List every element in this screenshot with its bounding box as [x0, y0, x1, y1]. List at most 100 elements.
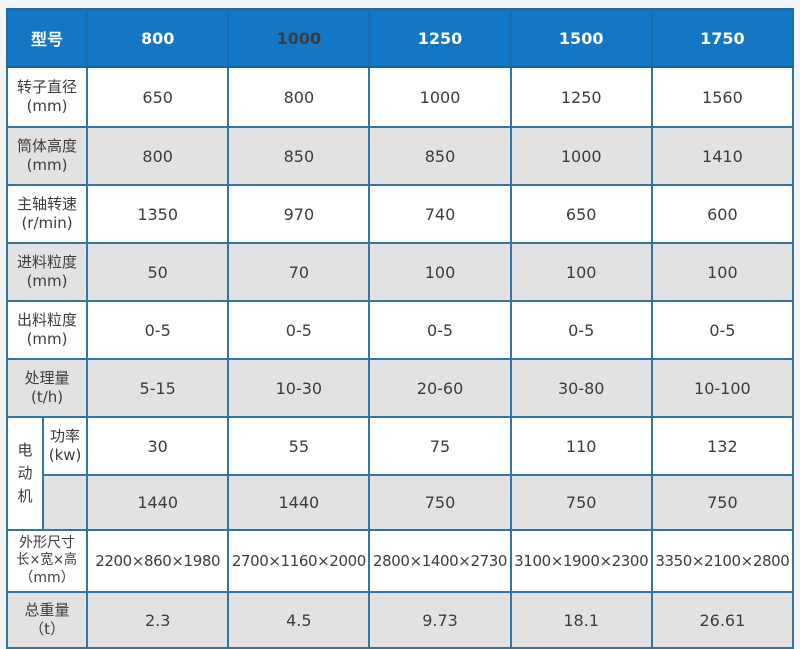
value-cell: 800 [86, 126, 230, 186]
value-cell: 1560 [650, 66, 795, 128]
value-cell: 75 [368, 416, 512, 476]
row-label-total-weight: 总重量 （t） [5, 591, 89, 649]
value-cell: 850 [227, 126, 371, 186]
value-cell: 3100×1900×2300 [509, 529, 653, 593]
value-cell: 2700×1160×2000 [227, 529, 371, 593]
value-cell: 750 [509, 474, 653, 531]
value-cell: 18.1 [509, 591, 653, 649]
row-motor-speed: 1440 1440 750 750 750 [7, 474, 795, 531]
value-cell: 10-100 [650, 358, 795, 418]
value-cell: 0-5 [86, 300, 230, 360]
row-motor-power: 电动机 功率 (kw) 30 55 75 110 132 [5, 416, 795, 531]
row-label-unit: (r/min) [21, 214, 73, 232]
value-cell: 1000 [368, 66, 512, 128]
header-model-label: 型号 [5, 8, 89, 68]
value-cell: 1250 [509, 66, 653, 128]
row-label-text: 出料粒度 [17, 310, 78, 329]
value-cell: 970 [227, 184, 371, 244]
value-cell: 50 [86, 242, 230, 302]
value-cell: 4.5 [227, 591, 371, 649]
value-cell: 20-60 [368, 358, 512, 418]
header-model-1500: 1500 [509, 8, 653, 68]
value-cell: 650 [509, 184, 653, 244]
row-discharge-size: 出料粒度 (mm) 0-5 0-5 0-5 0-5 0-5 [5, 300, 795, 360]
value-cell: 1000 [509, 126, 653, 186]
value-cell: 1440 [227, 474, 371, 531]
row-label-text: 处理量 [24, 368, 70, 387]
row-spindle-speed: 主轴转速 (r/min) 1350 970 740 650 600 [5, 184, 795, 244]
value-cell: 70 [227, 242, 371, 302]
row-label-unit: （mm） [19, 569, 75, 586]
row-label-unit: (kw) [48, 446, 82, 464]
row-label-text: 进料粒度 [17, 252, 78, 271]
value-cell: 650 [86, 66, 230, 128]
row-label-unit: (mm) [26, 330, 68, 348]
row-total-weight: 总重量 （t） 2.3 4.5 9.73 18.1 26.61 [5, 591, 795, 649]
value-cell: 26.61 [650, 591, 795, 649]
row-label-capacity: 处理量 (t/h) [5, 358, 89, 418]
row-label-text: 外形尺寸 [19, 534, 76, 551]
header-model-1000: 1000 [227, 8, 371, 68]
value-cell: 5-15 [86, 358, 230, 418]
value-cell: 110 [509, 416, 653, 476]
value-cell: 600 [650, 184, 795, 244]
row-label-discharge-size: 出料粒度 (mm) [5, 300, 89, 360]
row-label-spindle-speed: 主轴转速 (r/min) [5, 184, 89, 244]
value-cell: 3350×2100×2800 [650, 529, 795, 593]
value-cell: 0-5 [227, 300, 371, 360]
row-cylinder-height: 筒体高度 (mm) 800 850 850 1000 1410 [5, 126, 795, 186]
row-label-text: 筒体高度 [17, 136, 78, 155]
value-cell: 100 [368, 242, 512, 302]
row-capacity: 处理量 (t/h) 5-15 10-30 20-60 30-80 10-100 [5, 358, 795, 418]
value-cell: 750 [650, 474, 795, 531]
value-cell: 850 [368, 126, 512, 186]
motor-power-label: 功率 (kw) [42, 416, 89, 476]
value-cell: 800 [227, 66, 371, 128]
value-cell: 10-30 [227, 358, 371, 418]
value-cell: 100 [509, 242, 653, 302]
value-cell: 0-5 [368, 300, 512, 360]
row-label-unit: (mm) [26, 97, 68, 115]
value-cell: 1350 [86, 184, 230, 244]
value-cell: 30 [86, 416, 230, 476]
row-label-unit: (mm) [26, 156, 68, 174]
value-cell: 132 [650, 416, 795, 476]
value-cell: 0-5 [509, 300, 653, 360]
row-dimensions: 外形尺寸 长×宽×高 （mm） 2200×860×1980 2700×1160×… [5, 529, 795, 593]
value-cell: 740 [368, 184, 512, 244]
row-label-unit: (t/h) [30, 388, 64, 406]
motor-speed-label-empty [42, 474, 89, 531]
row-label-rotor-diameter: 转子直径 (mm) [5, 66, 89, 128]
row-label-unit: (mm) [26, 272, 68, 290]
value-cell: 2800×1400×2730 [368, 529, 512, 593]
spec-table: 型号 800 1000 1250 1500 1750 转子直径 (mm) 650… [5, 8, 795, 649]
row-feed-size: 进料粒度 (mm) 50 70 100 100 100 [5, 242, 795, 302]
row-rotor-diameter: 转子直径 (mm) 650 800 1000 1250 1560 [5, 66, 795, 128]
value-cell: 55 [227, 416, 371, 476]
row-label-text: 功率 [50, 426, 81, 445]
motor-group-label-text: 电动机 [17, 440, 33, 506]
header-model-1250: 1250 [368, 8, 512, 68]
value-cell: 100 [650, 242, 795, 302]
motor-group-label: 电动机 [5, 416, 45, 531]
value-cell: 9.73 [368, 591, 512, 649]
row-label-dimensions: 外形尺寸 长×宽×高 （mm） [5, 529, 89, 593]
row-label-text2: 长×宽×高 [16, 552, 78, 569]
value-cell: 1410 [650, 126, 795, 186]
header-row: 型号 800 1000 1250 1500 1750 [5, 8, 795, 68]
row-label-cylinder-height: 筒体高度 (mm) [5, 126, 89, 186]
value-cell: 750 [368, 474, 512, 531]
row-label-feed-size: 进料粒度 (mm) [5, 242, 89, 302]
value-cell: 0-5 [650, 300, 795, 360]
row-label-text: 总重量 [24, 600, 70, 619]
row-label-unit: （t） [29, 620, 65, 638]
value-cell: 30-80 [509, 358, 653, 418]
header-model-800: 800 [86, 8, 230, 68]
header-model-1750: 1750 [650, 8, 795, 68]
row-label-text: 主轴转速 [17, 194, 78, 213]
value-cell: 2.3 [86, 591, 230, 649]
value-cell: 1440 [86, 474, 230, 531]
value-cell: 2200×860×1980 [86, 529, 230, 593]
row-label-text: 转子直径 [17, 77, 78, 96]
